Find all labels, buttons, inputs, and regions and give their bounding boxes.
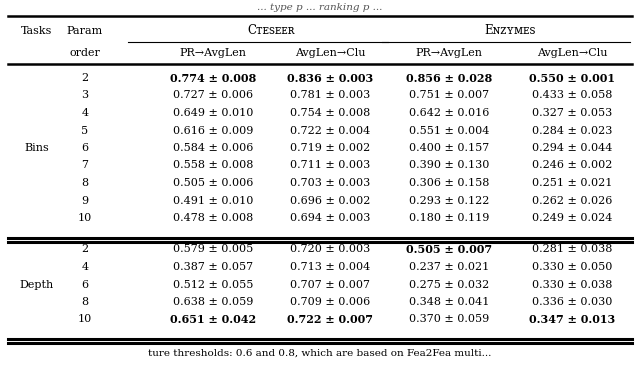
Text: 0.651 ± 0.042: 0.651 ± 0.042 — [170, 314, 256, 325]
Text: PR→AvgLen: PR→AvgLen — [415, 48, 483, 58]
Text: 0.720 ± 0.003: 0.720 ± 0.003 — [290, 244, 370, 255]
Text: 0.275 ± 0.032: 0.275 ± 0.032 — [409, 280, 489, 290]
Text: 10: 10 — [78, 315, 92, 325]
Text: 0.387 ± 0.057: 0.387 ± 0.057 — [173, 262, 253, 272]
Text: 0.505 ± 0.007: 0.505 ± 0.007 — [406, 244, 492, 255]
Text: 0.262 ± 0.026: 0.262 ± 0.026 — [532, 195, 612, 206]
Text: Eɴᴢʏᴍᴇs: Eɴᴢʏᴍᴇs — [484, 24, 536, 38]
Text: PR→AvgLen: PR→AvgLen — [179, 48, 246, 58]
Text: 0.293 ± 0.122: 0.293 ± 0.122 — [409, 195, 489, 206]
Text: 0.649 ± 0.010: 0.649 ± 0.010 — [173, 108, 253, 118]
Text: 0.281 ± 0.038: 0.281 ± 0.038 — [532, 244, 612, 255]
Text: 0.433 ± 0.058: 0.433 ± 0.058 — [532, 90, 612, 100]
Text: 0.505 ± 0.006: 0.505 ± 0.006 — [173, 178, 253, 188]
Text: 0.400 ± 0.157: 0.400 ± 0.157 — [409, 143, 489, 153]
Text: 0.327 ± 0.053: 0.327 ± 0.053 — [532, 108, 612, 118]
Text: 0.781 ± 0.003: 0.781 ± 0.003 — [290, 90, 370, 100]
Text: 0.722 ± 0.007: 0.722 ± 0.007 — [287, 314, 373, 325]
Text: 4: 4 — [81, 108, 88, 118]
Text: 0.707 ± 0.007: 0.707 ± 0.007 — [290, 280, 370, 290]
Text: 0.348 ± 0.041: 0.348 ± 0.041 — [409, 297, 489, 307]
Text: 0.751 ± 0.007: 0.751 ± 0.007 — [409, 90, 489, 100]
Text: 0.616 ± 0.009: 0.616 ± 0.009 — [173, 125, 253, 136]
Text: 0.694 ± 0.003: 0.694 ± 0.003 — [290, 213, 370, 223]
Text: 0.370 ± 0.059: 0.370 ± 0.059 — [409, 315, 489, 325]
Text: 0.550 ± 0.001: 0.550 ± 0.001 — [529, 73, 615, 84]
Text: 2: 2 — [81, 73, 88, 83]
Text: 0.237 ± 0.021: 0.237 ± 0.021 — [409, 262, 489, 272]
Text: 0.713 ± 0.004: 0.713 ± 0.004 — [290, 262, 370, 272]
Text: 0.284 ± 0.023: 0.284 ± 0.023 — [532, 125, 612, 136]
Text: 6: 6 — [81, 143, 88, 153]
Text: 0.478 ± 0.008: 0.478 ± 0.008 — [173, 213, 253, 223]
Text: 0.347 ± 0.013: 0.347 ± 0.013 — [529, 314, 615, 325]
Text: 0.330 ± 0.050: 0.330 ± 0.050 — [532, 262, 612, 272]
Text: 2: 2 — [81, 244, 88, 255]
Text: 0.856 ± 0.028: 0.856 ± 0.028 — [406, 73, 492, 84]
Text: AvgLen→Clu: AvgLen→Clu — [537, 48, 607, 58]
Text: 7: 7 — [81, 160, 88, 171]
Text: ture thresholds: 0.6 and 0.8, which are based on Fea2Fea multi...: ture thresholds: 0.6 and 0.8, which are … — [148, 348, 492, 358]
Text: 0.246 ± 0.002: 0.246 ± 0.002 — [532, 160, 612, 171]
Text: 0.180 ± 0.119: 0.180 ± 0.119 — [409, 213, 489, 223]
Text: Tasks: Tasks — [21, 26, 52, 36]
Text: 0.251 ± 0.021: 0.251 ± 0.021 — [532, 178, 612, 188]
Text: 0.390 ± 0.130: 0.390 ± 0.130 — [409, 160, 489, 171]
Text: 9: 9 — [81, 195, 88, 206]
Text: 0.836 ± 0.003: 0.836 ± 0.003 — [287, 73, 373, 84]
Text: 3: 3 — [81, 90, 88, 100]
Text: 0.584 ± 0.006: 0.584 ± 0.006 — [173, 143, 253, 153]
Text: 0.330 ± 0.038: 0.330 ± 0.038 — [532, 280, 612, 290]
Text: AvgLen→Clu: AvgLen→Clu — [295, 48, 365, 58]
Text: 4: 4 — [81, 262, 88, 272]
Text: 0.579 ± 0.005: 0.579 ± 0.005 — [173, 244, 253, 255]
Text: order: order — [70, 48, 100, 58]
Text: 0.711 ± 0.003: 0.711 ± 0.003 — [290, 160, 370, 171]
Text: Depth: Depth — [20, 280, 54, 290]
Text: Bins: Bins — [24, 143, 49, 153]
Text: 0.558 ± 0.008: 0.558 ± 0.008 — [173, 160, 253, 171]
Text: 0.551 ± 0.004: 0.551 ± 0.004 — [409, 125, 489, 136]
Text: 8: 8 — [81, 178, 88, 188]
Text: 8: 8 — [81, 297, 88, 307]
Text: 0.512 ± 0.055: 0.512 ± 0.055 — [173, 280, 253, 290]
Text: 0.703 ± 0.003: 0.703 ± 0.003 — [290, 178, 370, 188]
Text: 10: 10 — [78, 213, 92, 223]
Text: 0.491 ± 0.010: 0.491 ± 0.010 — [173, 195, 253, 206]
Text: 0.249 ± 0.024: 0.249 ± 0.024 — [532, 213, 612, 223]
Text: 0.754 ± 0.008: 0.754 ± 0.008 — [290, 108, 370, 118]
Text: 0.294 ± 0.044: 0.294 ± 0.044 — [532, 143, 612, 153]
Text: 0.336 ± 0.030: 0.336 ± 0.030 — [532, 297, 612, 307]
Text: 0.727 ± 0.006: 0.727 ± 0.006 — [173, 90, 253, 100]
Text: 0.709 ± 0.006: 0.709 ± 0.006 — [290, 297, 370, 307]
Text: 6: 6 — [81, 280, 88, 290]
Text: ... type p ... ranking p ...: ... type p ... ranking p ... — [257, 3, 383, 11]
Text: 0.642 ± 0.016: 0.642 ± 0.016 — [409, 108, 489, 118]
Text: 0.306 ± 0.158: 0.306 ± 0.158 — [409, 178, 489, 188]
Text: 0.638 ± 0.059: 0.638 ± 0.059 — [173, 297, 253, 307]
Text: 0.774 ± 0.008: 0.774 ± 0.008 — [170, 73, 256, 84]
Text: Cᴛᴇsᴇᴇʀ: Cᴛᴇsᴇᴇʀ — [248, 24, 295, 38]
Text: 0.719 ± 0.002: 0.719 ± 0.002 — [290, 143, 370, 153]
Text: 0.696 ± 0.002: 0.696 ± 0.002 — [290, 195, 370, 206]
Text: 5: 5 — [81, 125, 88, 136]
Text: Param: Param — [67, 26, 103, 36]
Text: 0.722 ± 0.004: 0.722 ± 0.004 — [290, 125, 370, 136]
